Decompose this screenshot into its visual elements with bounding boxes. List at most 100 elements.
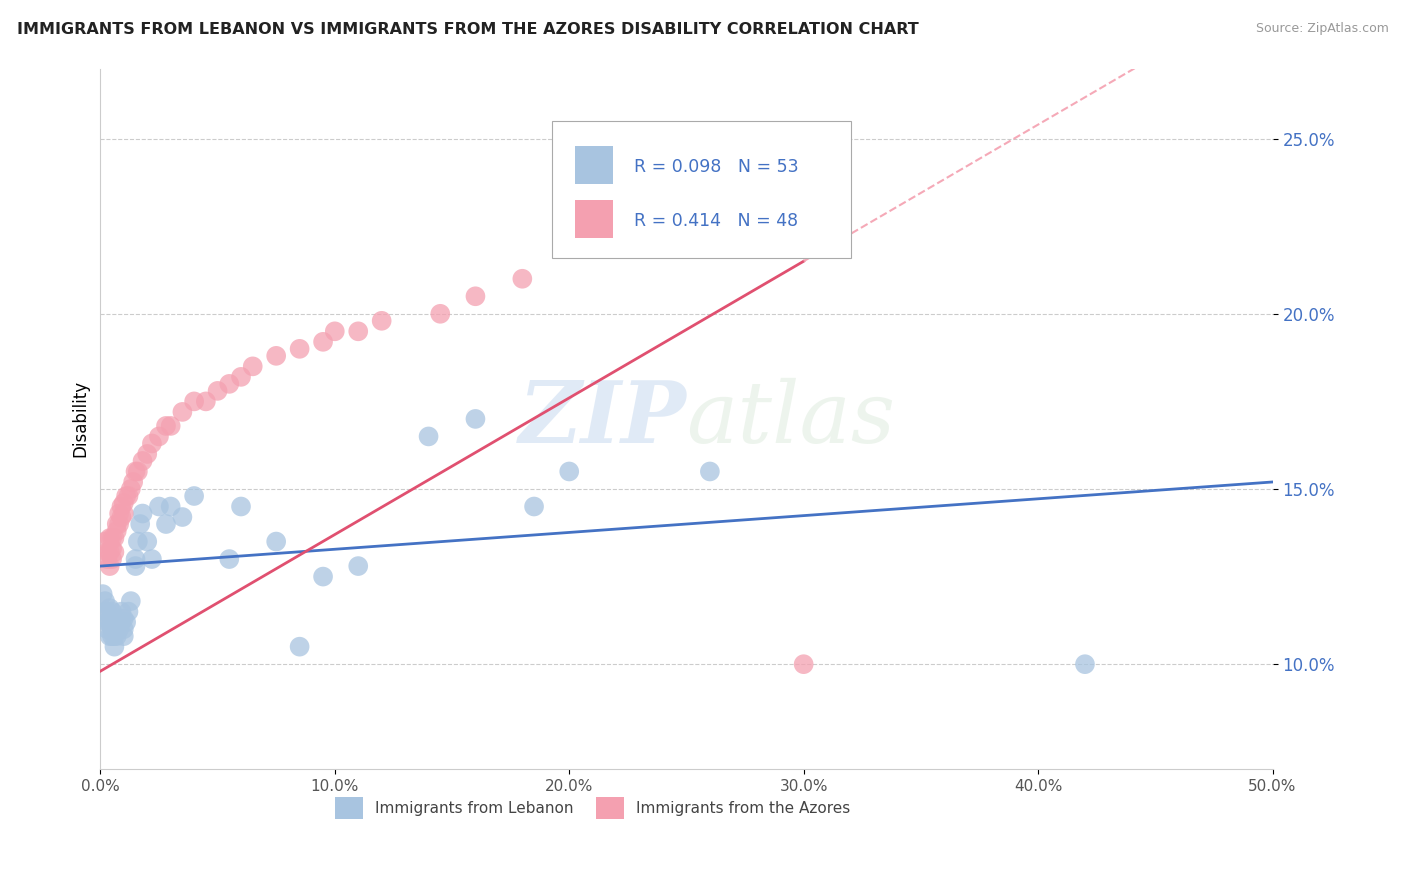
Point: [112, 622, 135, 636]
Point: [464, 289, 486, 303]
Point: [110, 615, 132, 629]
Point: [105, 622, 128, 636]
FancyBboxPatch shape: [575, 200, 613, 238]
Point: [523, 500, 546, 514]
Point: [110, 605, 132, 619]
Point: [183, 489, 205, 503]
Point: [108, 615, 131, 629]
Point: [288, 342, 311, 356]
FancyBboxPatch shape: [575, 145, 613, 184]
Point: [1074, 657, 1097, 672]
Point: [172, 510, 194, 524]
Point: [148, 429, 170, 443]
Point: [96, 605, 118, 619]
Point: [112, 629, 135, 643]
Point: [172, 405, 194, 419]
Point: [129, 516, 152, 531]
Point: [218, 376, 240, 391]
Point: [194, 394, 217, 409]
Point: [131, 454, 153, 468]
Point: [105, 629, 128, 643]
Point: [110, 510, 132, 524]
Point: [98, 545, 121, 559]
Point: [120, 594, 142, 608]
Point: [96, 615, 118, 629]
Point: [418, 429, 440, 443]
Point: [136, 534, 159, 549]
Point: [117, 489, 139, 503]
Point: [558, 465, 581, 479]
Point: [155, 418, 177, 433]
Point: [105, 516, 128, 531]
Point: [124, 559, 146, 574]
Y-axis label: Disability: Disability: [72, 380, 89, 458]
Point: [136, 447, 159, 461]
Point: [101, 622, 124, 636]
Point: [108, 622, 131, 636]
Point: [793, 657, 815, 672]
Point: [312, 334, 335, 349]
Point: [141, 436, 163, 450]
Point: [429, 307, 451, 321]
Point: [96, 622, 118, 636]
Point: [464, 412, 486, 426]
Point: [94, 594, 117, 608]
Point: [94, 534, 117, 549]
Point: [105, 615, 128, 629]
Point: [103, 531, 125, 545]
Point: [242, 359, 264, 374]
Point: [98, 531, 121, 545]
Point: [112, 612, 135, 626]
Text: R = 0.414   N = 48: R = 0.414 N = 48: [634, 212, 797, 230]
Point: [98, 615, 121, 629]
Point: [312, 569, 335, 583]
Point: [101, 541, 124, 556]
Legend: Immigrants from Lebanon, Immigrants from the Azores: Immigrants from Lebanon, Immigrants from…: [329, 791, 856, 825]
Point: [101, 531, 124, 545]
Point: [112, 496, 135, 510]
Point: [91, 587, 114, 601]
Point: [124, 465, 146, 479]
Point: [218, 552, 240, 566]
Point: [264, 349, 287, 363]
Point: [98, 559, 121, 574]
Point: [101, 605, 124, 619]
Point: [103, 545, 125, 559]
Text: atlas: atlas: [686, 377, 896, 460]
Point: [98, 601, 121, 615]
Point: [207, 384, 229, 398]
Point: [159, 500, 181, 514]
Point: [103, 629, 125, 643]
Point: [117, 605, 139, 619]
Point: [512, 272, 534, 286]
Point: [141, 552, 163, 566]
Point: [229, 369, 252, 384]
Point: [127, 534, 149, 549]
Point: [159, 418, 181, 433]
Point: [96, 552, 118, 566]
FancyBboxPatch shape: [551, 121, 851, 258]
Point: [183, 394, 205, 409]
Point: [124, 552, 146, 566]
Text: IMMIGRANTS FROM LEBANON VS IMMIGRANTS FROM THE AZORES DISABILITY CORRELATION CHA: IMMIGRANTS FROM LEBANON VS IMMIGRANTS FR…: [17, 22, 918, 37]
Point: [131, 507, 153, 521]
Point: [108, 516, 131, 531]
Point: [699, 465, 721, 479]
Point: [347, 324, 370, 338]
Point: [96, 545, 118, 559]
Point: [101, 615, 124, 629]
Point: [98, 629, 121, 643]
Text: R = 0.098   N = 53: R = 0.098 N = 53: [634, 158, 799, 176]
Point: [94, 605, 117, 619]
Point: [115, 615, 138, 629]
Point: [120, 482, 142, 496]
Point: [323, 324, 346, 338]
Point: [108, 507, 131, 521]
Text: ZIP: ZIP: [519, 377, 686, 460]
Point: [155, 516, 177, 531]
Point: [229, 500, 252, 514]
Point: [347, 559, 370, 574]
Text: Source: ZipAtlas.com: Source: ZipAtlas.com: [1256, 22, 1389, 36]
Point: [127, 465, 149, 479]
Point: [148, 500, 170, 514]
